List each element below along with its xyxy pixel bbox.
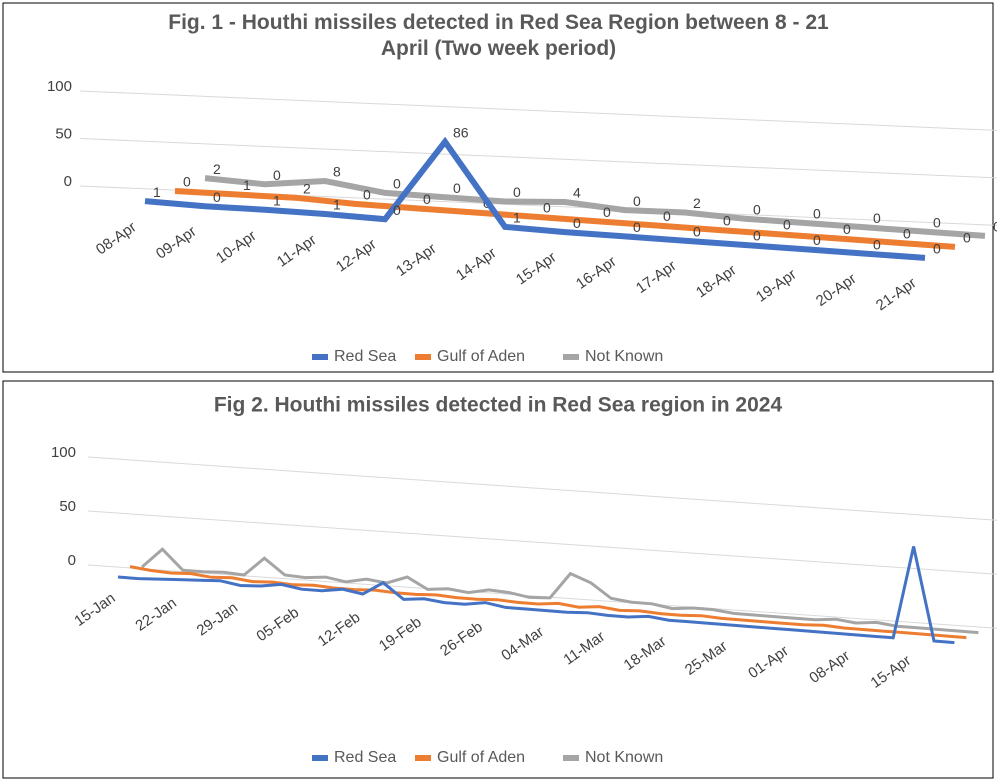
chart-title-1: Fig. 1 - Houthi missiles detected in Red… [168, 11, 829, 60]
data-label: 0 [543, 200, 551, 216]
data-label: 2 [693, 195, 701, 211]
data-label: 0 [813, 206, 821, 222]
data-label: 0 [783, 217, 791, 233]
legend-label: Gulf of Aden [437, 348, 525, 365]
data-label: 0 [663, 208, 671, 224]
data-label: 0 [753, 228, 761, 244]
data-label: 0 [693, 223, 701, 239]
series-line [129, 565, 967, 640]
data-label: 0 [513, 184, 521, 200]
data-label: 0 [993, 219, 997, 235]
data-label: 0 [753, 201, 761, 217]
legend-label: Red Sea [334, 348, 396, 365]
grid-line [87, 510, 997, 575]
data-label: 0 [813, 232, 821, 248]
legend-label: Red Sea [334, 749, 396, 766]
data-label: 0 [843, 221, 851, 237]
data-label: 0 [273, 167, 281, 183]
data-label: 0 [573, 215, 581, 231]
grid-line [79, 90, 997, 131]
y-tick-label: 0 [64, 173, 72, 190]
data-label: 0 [183, 174, 191, 190]
data-label: 1 [333, 197, 341, 213]
data-label: 0 [453, 180, 461, 196]
data-label: 86 [453, 125, 469, 141]
data-label: 0 [633, 219, 641, 235]
data-label: 0 [213, 189, 221, 205]
data-label: 1 [153, 184, 161, 200]
data-label: 0 [963, 230, 971, 246]
panel-1 [2, 2, 994, 373]
legend-label: Not Known [585, 749, 663, 766]
series-line [117, 546, 955, 645]
chart-title: Fig 2. Houthi missiles detected in Red S… [214, 394, 783, 417]
data-label: 0 [903, 225, 911, 241]
legend-label: Gulf of Aden [437, 749, 525, 766]
y-tick-label: 50 [55, 125, 72, 142]
y-tick-label: 0 [68, 552, 76, 569]
data-label: 0 [933, 241, 941, 257]
data-label: 1 [513, 210, 521, 226]
series-line [204, 175, 986, 239]
data-label: 0 [633, 193, 641, 209]
y-tick-label: 100 [47, 78, 72, 95]
data-label: 2 [213, 161, 221, 177]
grid-line [87, 456, 997, 521]
y-tick-label: 100 [51, 444, 76, 461]
data-label: 0 [393, 176, 401, 192]
y-tick-label: 50 [59, 498, 76, 515]
series-line [141, 547, 979, 635]
series-line [174, 188, 956, 250]
series-line [144, 136, 926, 261]
data-label: 0 [603, 204, 611, 220]
data-label: 0 [423, 191, 431, 207]
data-label: 0 [933, 214, 941, 230]
data-label: 1 [273, 192, 281, 208]
data-label: 0 [723, 212, 731, 228]
data-label: 2 [303, 180, 311, 196]
data-label: 1 [243, 177, 251, 193]
data-label: 0 [393, 202, 401, 218]
data-label: 0 [873, 236, 881, 252]
data-label: 4 [573, 185, 581, 201]
data-label: 0 [363, 187, 371, 203]
data-label: 0 [873, 210, 881, 226]
data-label: 8 [333, 164, 341, 180]
legend-label: Not Known [585, 348, 663, 365]
grid-line [79, 138, 997, 179]
chart-title: Fig. 1 - Houthi missiles detected in Red… [168, 11, 829, 60]
